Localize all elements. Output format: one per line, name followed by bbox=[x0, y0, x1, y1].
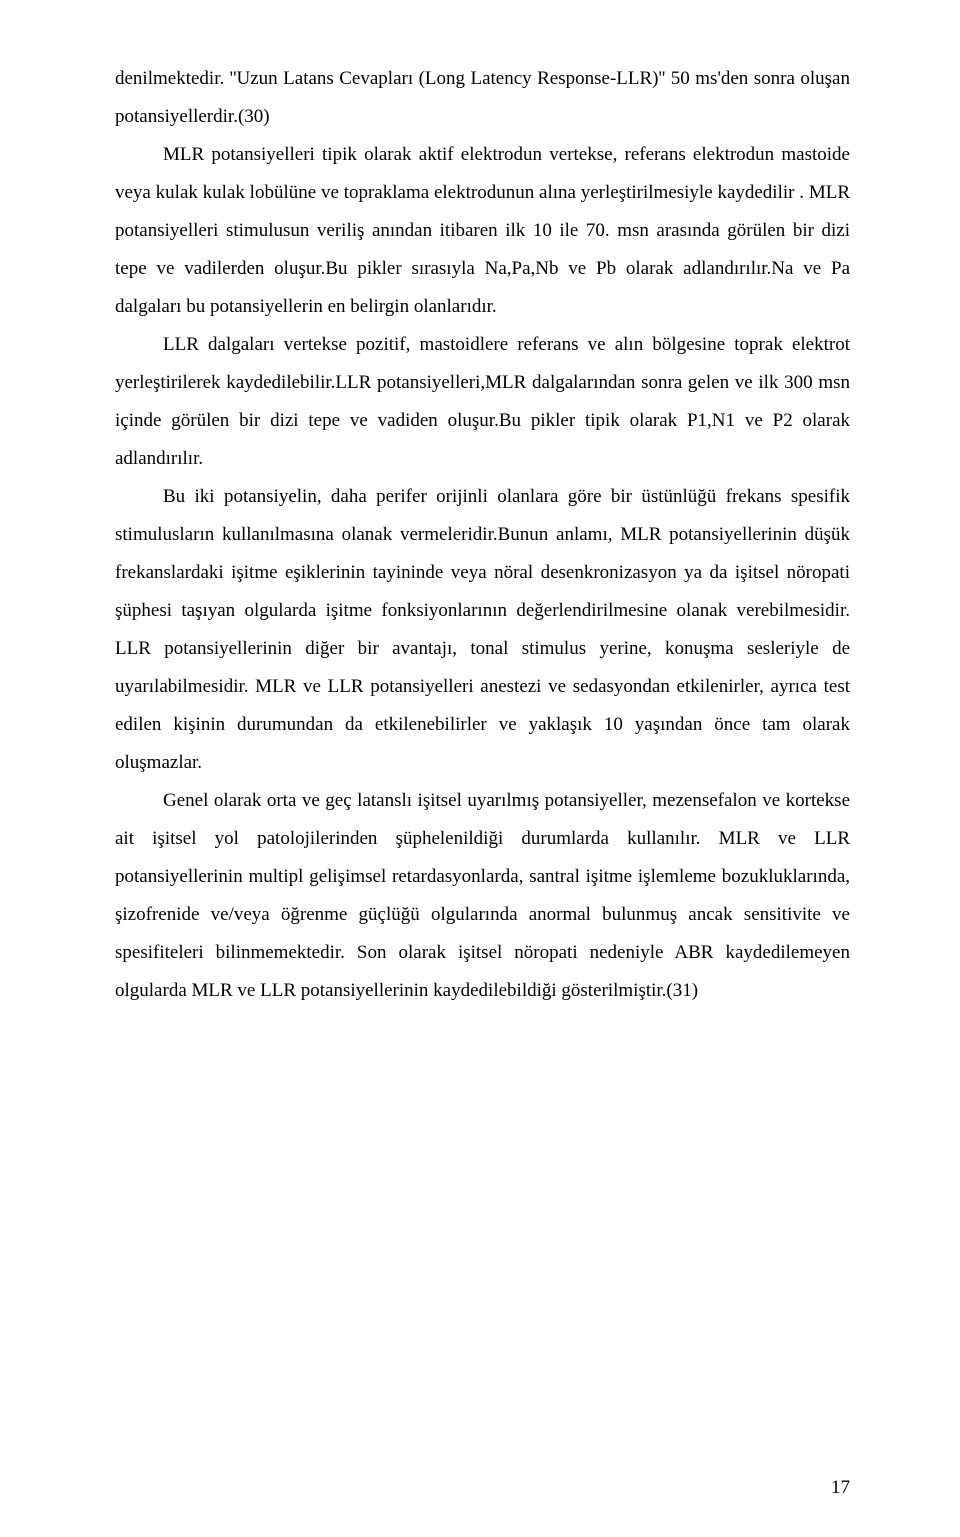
document-page: denilmektedir. ''Uzun Latans Cevapları (… bbox=[0, 0, 960, 1537]
paragraph: MLR potansiyelleri tipik olarak aktif el… bbox=[115, 136, 850, 326]
paragraph: Bu iki potansiyelin, daha perifer orijin… bbox=[115, 478, 850, 782]
paragraph: LLR dalgaları vertekse pozitif, mastoidl… bbox=[115, 326, 850, 478]
page-number: 17 bbox=[831, 1477, 850, 1499]
paragraph: Genel olarak orta ve geç latanslı işitse… bbox=[115, 782, 850, 1010]
paragraph: denilmektedir. ''Uzun Latans Cevapları (… bbox=[115, 60, 850, 136]
